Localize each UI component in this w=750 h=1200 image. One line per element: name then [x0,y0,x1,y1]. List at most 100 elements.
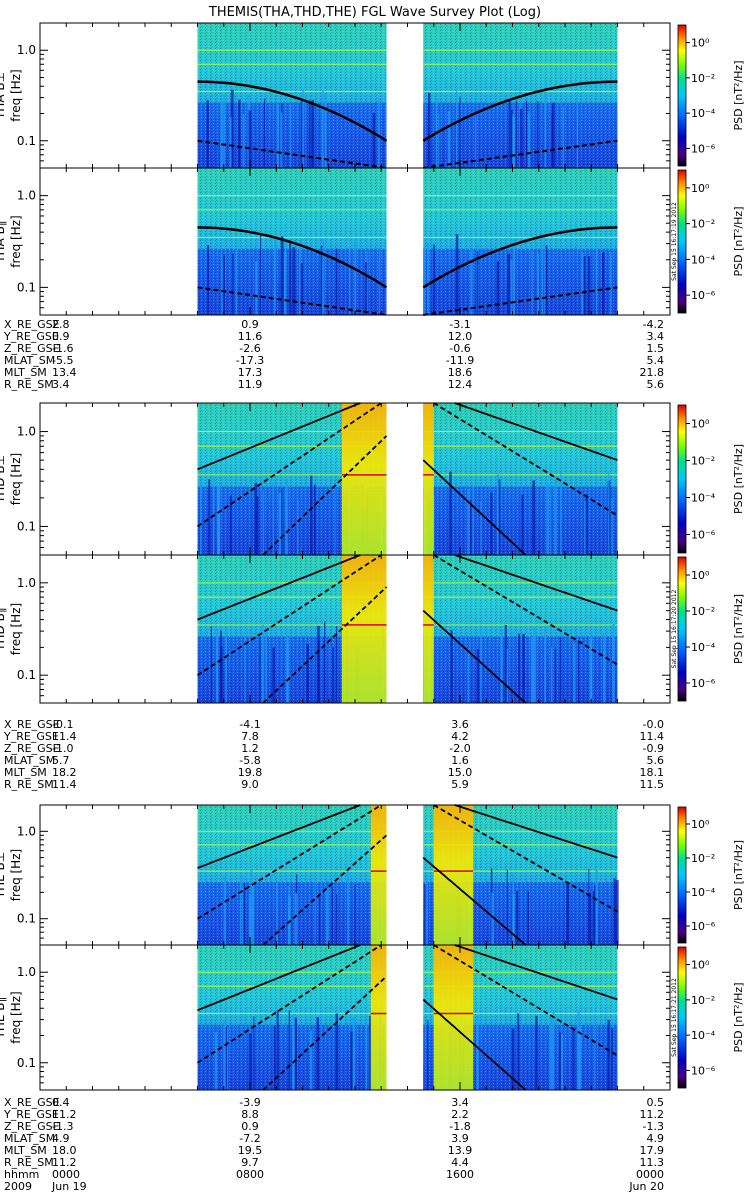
spectral-streak [426,243,430,315]
y-tick-label: 0.1 [17,668,36,682]
ephemeris-value: 11.2 [52,1108,77,1121]
colorbar [677,24,687,167]
spectral-streak [239,877,242,945]
spectral-streak [290,104,292,168]
ephemeris-value: -4.1 [239,718,260,731]
spectrogram-panel: 1.0 0.1 freq [Hz]THD B∥ 10⁰ 10⁻² 10⁻⁴ 10⁻⁶ PSD … [0,554,745,704]
spectral-streak [223,94,226,168]
ephemeris-label: Z_RE_GSE [4,342,60,355]
high-power-band [423,555,434,703]
spectral-streak [551,102,555,168]
spectral-streak [208,479,211,555]
time-axis-row-label: 2009 [4,1180,32,1193]
spectral-streak [611,498,613,555]
time-tick-label: Jun 19 [51,1180,87,1193]
colorbar [677,169,687,314]
spectral-streak [427,1020,429,1090]
helium-gyro-curve [433,804,618,913]
spectral-streak [585,494,588,555]
spectral-streak [560,637,562,703]
ephemeris-label: MLAT_SM [4,354,55,367]
spectral-streak [200,478,202,555]
spectral-streak [470,249,473,315]
helium-gyro-curve [197,804,382,920]
spectral-streak [354,239,357,315]
spectral-streak [335,1013,339,1090]
spectral-streak [252,885,255,945]
spectral-streak [588,256,591,315]
ephemeris-value: -2.0 [449,742,470,755]
spectral-streak [456,89,458,168]
spectral-streak [310,1030,313,1090]
ephemeris-value: 19.5 [238,1144,263,1157]
high-power-band [370,805,387,945]
spectral-streak [225,626,228,703]
gyro-frequency-curve [454,402,618,461]
spectral-streak [543,237,545,315]
ephemeris-value: 1.5 [647,342,665,355]
ephemeris-label: R_RE_SM [4,778,54,791]
spectral-streak [530,636,534,703]
oxygen-gyro-curve [422,459,527,556]
spectral-streak [447,111,451,168]
high-power-band [370,945,387,1090]
time-tick-label: 0000 [636,1168,664,1181]
ephemeris-label: Z_RE_GSE [4,1120,60,1133]
spectral-streak [602,252,605,315]
colorbar-tick-label: 10⁻⁶ [691,1064,716,1077]
ephemeris-value: -0.6 [449,342,470,355]
spectral-streak [592,891,595,945]
spectrogram-texture [197,168,387,249]
spectral-streak [423,248,426,315]
time-tick-label: 1600 [446,1168,474,1181]
spectrogram-panel: 1.0 0.1 freq [Hz]THE B∥ 10⁰ 10⁻² 10⁻⁴ 10⁻⁶ PSD … [0,944,745,1091]
spectral-streak [369,1015,372,1090]
spectral-streak [287,886,290,945]
spectral-streak [242,113,245,168]
chart-title: THEMIS(THA,THD,THE) FGL Wave Survey Plot… [208,5,541,20]
spectral-streak [265,629,268,703]
spectral-streak [254,483,258,555]
spectral-streak [300,97,303,168]
spectral-streak [325,888,329,945]
spectral-streak [545,245,548,315]
gyro-frequency-curve [197,804,361,869]
spectral-streak [500,629,503,703]
spectral-streak [311,99,314,168]
spectral-streak [497,474,500,555]
gyro-frequency-curve [422,226,618,289]
spectrogram-panel: 1.0 0.1 freq [Hz]THE B⊥ 10⁰ 10⁻² 10⁻⁴ 10⁻⁶ PSD … [0,804,745,946]
spectral-streak [331,886,333,945]
spectral-streak [519,108,523,168]
gyro-frequency-curve [454,554,618,612]
spectral-streak [602,633,606,703]
spectral-streak [516,890,519,945]
ephemeris-value: 17.9 [640,1144,665,1157]
spectral-streak [554,480,557,555]
gyro-frequency-curve [197,554,361,621]
ephemeris-value: 19.8 [238,766,263,779]
ephemeris-value: -0.9 [643,742,664,755]
ephemeris-value: 0.9 [241,1120,259,1133]
ephemeris-value: 11.4 [52,778,77,791]
ephemeris-value: 3.4 [52,378,70,391]
oxygen-gyro-curve [262,435,388,556]
spectral-streak [214,1031,218,1090]
spectral-streak [294,893,298,945]
spectral-streak [581,252,584,315]
spectral-streak [594,885,596,945]
gyro-frequency-curve [422,80,618,142]
ephemeris-value: -5.8 [239,754,260,767]
colorbar-tick-label: 10⁻⁴ [691,492,716,505]
ephemeris-value: 2.2 [451,1108,469,1121]
spectrogram-panel: 1.0 0.1 freq [Hz]THA B∥ 10⁰ 10⁻² 10⁻⁴ 10⁻⁶ PSD … [0,167,745,316]
ephemeris-value: 1.2 [241,742,259,755]
spectral-streak [522,633,525,703]
ephemeris-value: -2.6 [239,342,260,355]
spectral-streak [573,643,576,703]
spectral-streak [229,495,232,555]
spectral-streak [300,263,303,315]
spectral-streak [241,874,244,945]
spectral-streak [322,238,325,315]
